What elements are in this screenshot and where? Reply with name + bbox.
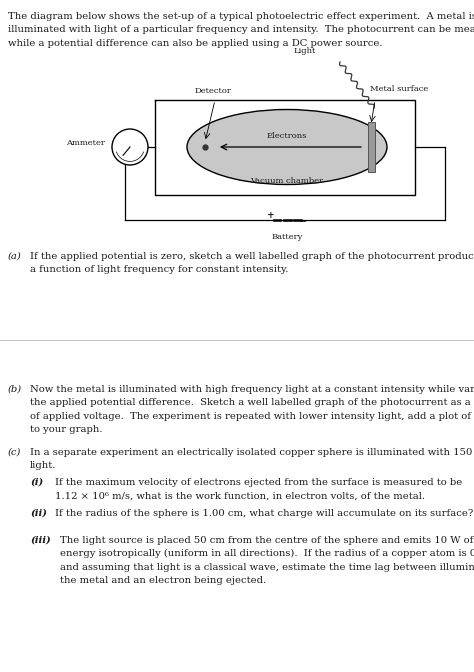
Text: Electrons: Electrons bbox=[267, 132, 307, 140]
Text: Now the metal is illuminated with high frequency light at a constant intensity w: Now the metal is illuminated with high f… bbox=[30, 385, 474, 394]
Text: to your graph.: to your graph. bbox=[30, 425, 102, 435]
Text: of applied voltage.  The experiment is repeated with lower intensity light, add : of applied voltage. The experiment is re… bbox=[30, 412, 474, 421]
Text: a function of light frequency for constant intensity.: a function of light frequency for consta… bbox=[30, 265, 288, 274]
Text: (a): (a) bbox=[8, 252, 22, 261]
Text: energy isotropically (uniform in all directions).  If the radius of a copper ato: energy isotropically (uniform in all dir… bbox=[60, 549, 474, 558]
Text: light.: light. bbox=[30, 462, 56, 470]
Text: (b): (b) bbox=[8, 385, 22, 394]
Text: +: + bbox=[267, 210, 275, 220]
Text: The diagram below shows the set-up of a typical photoelectric effect experiment.: The diagram below shows the set-up of a … bbox=[8, 12, 474, 21]
Text: If the applied potential is zero, sketch a well labelled graph of the photocurre: If the applied potential is zero, sketch… bbox=[30, 252, 474, 261]
Text: Detector: Detector bbox=[194, 87, 231, 95]
Text: the applied potential difference.  Sketch a well labelled graph of the photocurr: the applied potential difference. Sketch… bbox=[30, 398, 474, 407]
Text: and assuming that light is a classical wave, estimate the time lag between illum: and assuming that light is a classical w… bbox=[60, 562, 474, 572]
Text: (ii): (ii) bbox=[30, 509, 47, 517]
Text: Battery: Battery bbox=[271, 233, 303, 241]
Text: the metal and an electron being ejected.: the metal and an electron being ejected. bbox=[60, 577, 266, 585]
Text: (iii): (iii) bbox=[30, 536, 51, 545]
Text: Vacuum chamber: Vacuum chamber bbox=[250, 177, 323, 185]
Text: The light source is placed 50 cm from the centre of the sphere and emits 10 W of: The light source is placed 50 cm from th… bbox=[60, 536, 474, 545]
Text: 1.12 × 10⁶ m/s, what is the work function, in electron volts, of the metal.: 1.12 × 10⁶ m/s, what is the work functio… bbox=[55, 491, 425, 500]
Text: (i): (i) bbox=[30, 478, 43, 487]
Text: Metal surface: Metal surface bbox=[370, 85, 428, 93]
Text: −: − bbox=[299, 218, 307, 228]
Text: while a potential difference can also be applied using a DC power source.: while a potential difference can also be… bbox=[8, 39, 383, 48]
Ellipse shape bbox=[112, 129, 148, 165]
Text: illuminated with light of a particular frequency and intensity.  The photocurren: illuminated with light of a particular f… bbox=[8, 26, 474, 34]
Text: Ammeter: Ammeter bbox=[66, 139, 105, 147]
Text: In a separate experiment an electrically isolated copper sphere is illuminated w: In a separate experiment an electrically… bbox=[30, 448, 474, 457]
Ellipse shape bbox=[187, 110, 387, 185]
Text: If the radius of the sphere is 1.00 cm, what charge will accumulate on its surfa: If the radius of the sphere is 1.00 cm, … bbox=[55, 509, 473, 517]
Bar bbox=[368, 122, 375, 172]
Text: (c): (c) bbox=[8, 448, 21, 457]
Text: If the maximum velocity of electrons ejected from the surface is measured to be: If the maximum velocity of electrons eje… bbox=[55, 478, 462, 487]
Text: Light: Light bbox=[294, 47, 316, 55]
